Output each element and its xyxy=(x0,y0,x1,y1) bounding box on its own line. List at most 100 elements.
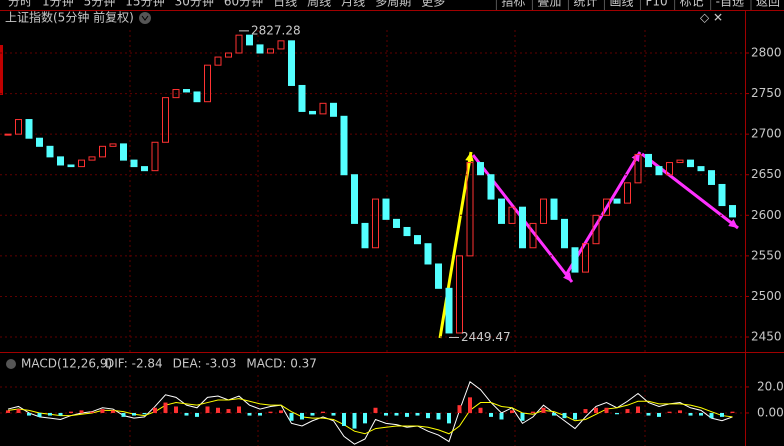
candle xyxy=(183,89,190,93)
y-tick-label: 0.00 xyxy=(757,405,784,419)
candle xyxy=(550,198,558,220)
toolbar-tab[interactable]: 日线 xyxy=(273,0,297,9)
toolbar-tab[interactable]: 1分钟 xyxy=(42,0,74,9)
candle xyxy=(624,182,631,204)
toolbar-tab[interactable]: 5分钟 xyxy=(84,0,116,9)
candle xyxy=(256,44,264,54)
histogram-bar xyxy=(90,411,94,413)
candle xyxy=(277,40,285,50)
candle xyxy=(288,40,295,86)
candle xyxy=(655,166,663,176)
candle xyxy=(130,159,138,168)
y-tick-label: 2700 xyxy=(751,127,782,141)
candle xyxy=(109,143,117,147)
toolbar-tab[interactable]: 月线 xyxy=(341,0,365,9)
candle xyxy=(466,162,474,257)
histogram-bar xyxy=(184,412,189,416)
indicator-line xyxy=(7,380,733,445)
window-controls[interactable]: ◇ ✕ xyxy=(700,11,723,25)
histogram-bar xyxy=(688,412,693,416)
histogram-bar xyxy=(310,412,315,416)
histogram-bar xyxy=(27,412,31,416)
histogram-bar xyxy=(216,407,220,413)
histogram-bar xyxy=(583,409,588,413)
candle xyxy=(267,48,274,54)
candle xyxy=(88,156,96,161)
histogram-bar xyxy=(531,411,535,413)
toolbar-tab[interactable]: 更多 xyxy=(421,0,445,9)
candle xyxy=(718,183,726,207)
y-tick-label: 2750 xyxy=(751,86,782,100)
histogram-bar xyxy=(646,412,651,416)
toolbar-button[interactable]: -自选 xyxy=(716,0,744,9)
toolbar-tab[interactable]: 60分钟 xyxy=(224,0,263,9)
histogram-bar xyxy=(562,412,567,419)
toolbar-tab[interactable]: 30分钟 xyxy=(175,0,214,9)
histogram-bar xyxy=(174,406,178,413)
candle xyxy=(361,222,369,249)
candle xyxy=(382,198,390,220)
macd-dropdown[interactable] xyxy=(6,359,16,369)
candle xyxy=(67,164,75,168)
toolbar-button[interactable]: 叠加 xyxy=(537,0,561,9)
candle xyxy=(36,137,43,147)
histogram-bar xyxy=(289,412,294,421)
macd-title: MACD(12,26,9) xyxy=(21,357,112,371)
arrow-head xyxy=(465,152,474,162)
histogram-bar xyxy=(615,412,619,415)
toolbar-button[interactable]: 指标 xyxy=(501,0,525,9)
legend-entry: MACD: 0.37 xyxy=(246,357,317,371)
histogram-bar xyxy=(300,412,304,420)
histogram-bar xyxy=(426,412,430,419)
histogram-bar xyxy=(552,412,556,416)
y-tick-label: 2550 xyxy=(751,248,782,262)
toolbar-button[interactable]: F10 xyxy=(645,0,667,9)
legend-entry: DIF: -2.84 xyxy=(105,357,163,371)
toolbar-tab[interactable]: 分时 xyxy=(8,0,32,9)
histogram-bar xyxy=(405,412,409,417)
candle xyxy=(708,170,715,185)
candle xyxy=(571,247,579,273)
candle xyxy=(456,255,463,334)
candle xyxy=(498,198,505,224)
histogram-bar xyxy=(237,406,241,413)
candle xyxy=(15,119,22,135)
histogram-bar xyxy=(247,412,252,416)
candle xyxy=(204,64,211,103)
histogram-bar xyxy=(363,412,367,424)
candle xyxy=(603,198,610,216)
histogram-bar xyxy=(625,409,630,413)
side-marker xyxy=(0,45,3,95)
candle xyxy=(4,133,12,136)
y-tick-label: 2600 xyxy=(751,208,782,222)
toolbar-button[interactable]: 画线 xyxy=(609,0,633,9)
toolbar-tab[interactable]: 多周期 xyxy=(375,0,411,9)
histogram-bar xyxy=(121,412,126,417)
histogram-bar xyxy=(142,412,147,415)
legend-entry: DEA: -3.03 xyxy=(173,357,237,371)
title-dropdown[interactable] xyxy=(139,12,151,24)
candle xyxy=(120,143,127,161)
toolbar-button[interactable]: 标记 xyxy=(680,0,704,9)
candle xyxy=(508,206,516,224)
toolbar-button[interactable]: 统计 xyxy=(573,0,597,9)
histogram-bar xyxy=(205,406,210,413)
candle xyxy=(57,156,64,166)
candle xyxy=(477,162,484,176)
toolbar-tab[interactable]: 15分钟 xyxy=(125,0,164,9)
histogram-bar xyxy=(279,410,283,413)
toolbar-tab[interactable]: 周线 xyxy=(307,0,331,9)
histogram-bar xyxy=(48,412,52,416)
arrow-line xyxy=(438,151,473,339)
histogram-bar xyxy=(342,412,346,426)
toolbar-button[interactable]: 返回 xyxy=(756,0,780,9)
histogram-bar xyxy=(79,410,84,413)
histogram-bar xyxy=(69,411,73,413)
histogram-bar xyxy=(373,407,378,413)
candle xyxy=(372,198,379,249)
candle xyxy=(435,263,442,289)
candle xyxy=(78,159,85,168)
histogram-bar xyxy=(331,412,336,416)
